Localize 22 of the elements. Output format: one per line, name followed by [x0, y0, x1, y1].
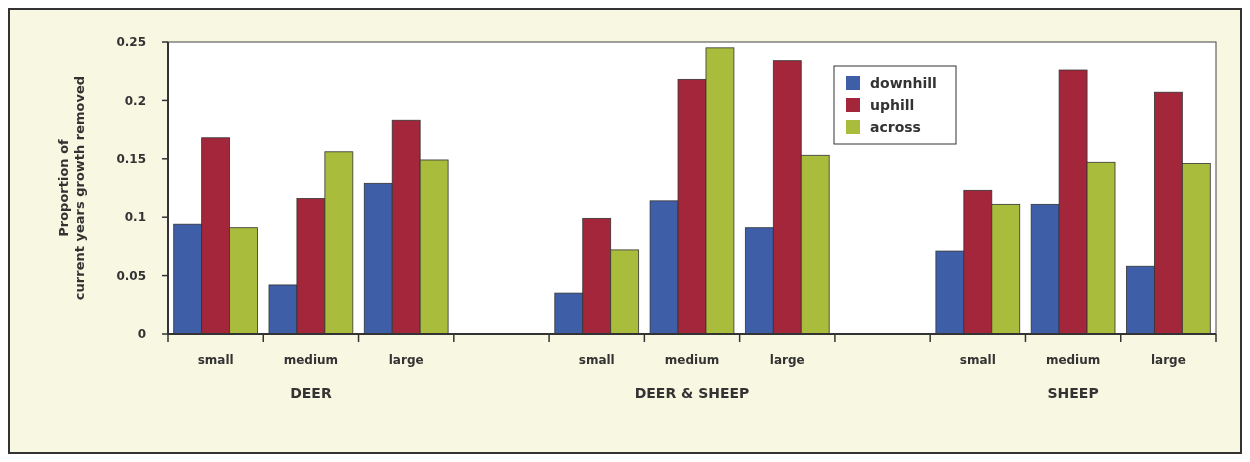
x-tick-label: large	[769, 353, 805, 367]
y-tick-label: 0.1	[124, 210, 146, 225]
x-tick-label: small	[959, 353, 996, 367]
y-tick-label: 0	[137, 327, 146, 342]
x-tick-label: large	[1150, 353, 1186, 367]
y-tick-label: 0.05	[116, 268, 146, 283]
legend-label: downhill	[870, 75, 937, 91]
text: DEER	[290, 385, 332, 401]
x-tick-label: small	[197, 353, 234, 367]
y-tick-label: 0.2	[124, 93, 146, 108]
x-tick-label: medium	[664, 353, 720, 367]
y-tick-label: 0.25	[116, 35, 146, 50]
legend-label: uphill	[870, 97, 915, 113]
x-tick-label: small	[578, 353, 615, 367]
x-tick-label: medium	[283, 353, 339, 367]
x-tick-label: medium	[1045, 353, 1101, 367]
text: DEER & SHEEP	[634, 385, 750, 401]
legend-label: across	[870, 119, 921, 135]
y-tick-label: 0.15	[116, 152, 146, 166]
text: SHEEP	[1047, 385, 1099, 401]
y-axis-title: Proportion of current years growth removed	[56, 75, 87, 301]
x-tick-label: large	[388, 353, 424, 367]
